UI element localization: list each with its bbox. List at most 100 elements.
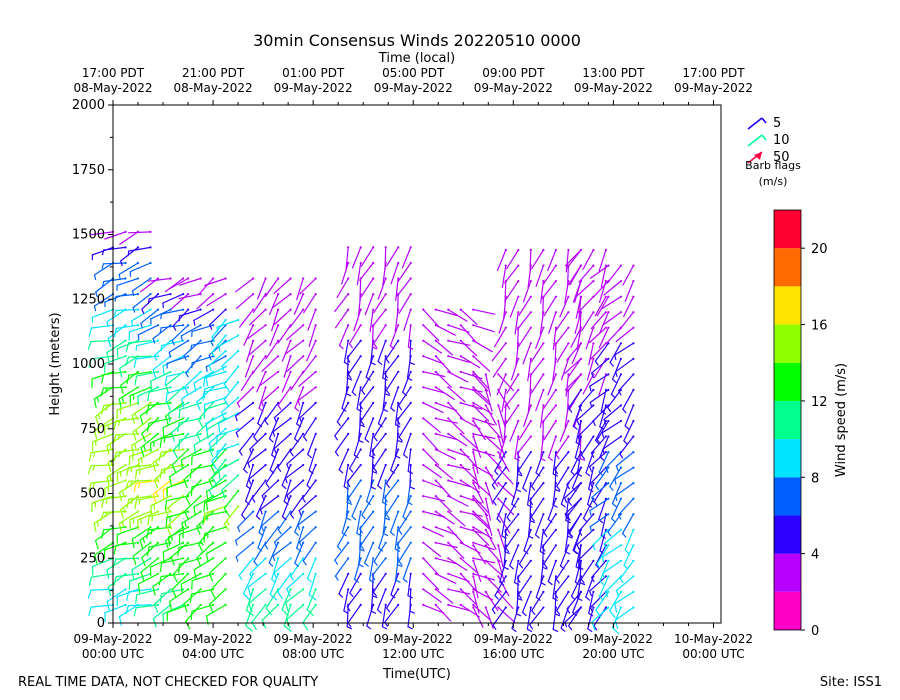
- wind-barb-2-3-910: [202, 386, 227, 401]
- wind-barb-6-2-1210: [447, 308, 468, 322]
- wind-barb-0-3-250: [131, 557, 152, 579]
- wind-barb-8-4-780: [543, 419, 558, 441]
- wind-barb-5-3-610: [377, 463, 387, 490]
- wind-barb-6-3-730: [459, 432, 478, 450]
- top-tick-label-time: 09:00 PDT: [482, 66, 545, 80]
- wind-barb-2-0-250: [172, 557, 190, 583]
- wind-barb-6-2-70: [447, 603, 471, 612]
- wind-barb-4-5-310: [302, 541, 317, 566]
- wind-barb-10-0-1080: [594, 342, 610, 366]
- wind-barb-2-3-190: [210, 572, 227, 599]
- wind-barb-4-0-1030: [244, 355, 255, 378]
- wind-barb-3-1-810: [218, 412, 240, 433]
- wind-barb-4-0-250: [238, 557, 255, 581]
- wind-barb-5-2-790: [364, 417, 375, 443]
- wind-barb-2-3-130: [208, 588, 227, 613]
- wind-barb-0-3-730: [131, 432, 152, 455]
- wind-barb-9-1-1440: [582, 248, 595, 270]
- wind-barb-9-2-180: [588, 575, 608, 597]
- wind-barb-8-3-1080: [530, 342, 545, 363]
- wind-barb-10-1-840: [603, 404, 623, 425]
- wind-barb-8-4-1320: [541, 280, 558, 300]
- wind-barb-0-2-550: [118, 479, 140, 502]
- wind-barb-8-5-600: [556, 466, 570, 491]
- wind-barb-6-2-790: [447, 417, 465, 435]
- wind-barb-0-1-610: [106, 463, 127, 486]
- wind-barb-1-0-1270: [141, 293, 160, 315]
- wind-barb-4-4-1030: [286, 355, 305, 372]
- wind-barb-9-0-1020: [563, 357, 583, 375]
- wind-barb-9-1-1200: [581, 311, 595, 332]
- wind-barb-5-5-670: [407, 448, 414, 474]
- wind-barb-6-1-430: [434, 510, 455, 525]
- wind-barb-5-1-910: [356, 386, 362, 412]
- y-tick-label: 2000: [72, 98, 105, 113]
- wind-barb-3-0-450: [203, 505, 227, 523]
- wind-barb-5-1-1210: [353, 308, 362, 332]
- wind-barb-4-4-430: [294, 510, 305, 536]
- wind-barb-8-2-240: [516, 559, 532, 583]
- wind-barb-0-3-1210: [131, 308, 152, 327]
- wind-barb-2-0-1270: [171, 293, 190, 310]
- wind-barb-10-1-1320: [603, 280, 623, 296]
- wind-barb-9-1-1080: [588, 342, 595, 366]
- wind-barb-9-2-300: [595, 544, 608, 569]
- wind-barb-2-0-1330: [168, 277, 190, 290]
- wind-barb-10-0-720: [599, 435, 610, 461]
- wind-barb-4-0-1270: [235, 293, 255, 309]
- wind-barb-3-0-810: [205, 412, 227, 433]
- wind-barb-2-2-370: [197, 526, 215, 552]
- wind-barb-4-0-1330: [235, 277, 255, 293]
- wind-barb-5-2-550: [365, 479, 375, 505]
- wind-barb-10-0-960: [589, 373, 610, 392]
- wind-barb-9-0-1140: [570, 326, 583, 348]
- wind-barb-6-3-370: [459, 526, 483, 534]
- x-tick-label-time: 00:00 UTC: [682, 647, 744, 661]
- wind-barb-6-4-790: [472, 417, 495, 426]
- wind-barb-5-1-550: [347, 479, 362, 504]
- wind-barb-7-1-780: [484, 419, 501, 439]
- wind-barb-2-0-670: [171, 448, 190, 474]
- wind-barb-4-5-910: [297, 386, 317, 406]
- wind-barb-6-3-850: [459, 401, 483, 410]
- wind-barb-4-1-430: [258, 510, 267, 537]
- wind-barb-5-3-670: [373, 448, 387, 473]
- wind-barb-5-4-910: [390, 386, 400, 412]
- wind-barb-6-0-550: [422, 479, 445, 490]
- wind-barb-0-3-1030: [125, 355, 152, 366]
- wind-barb-5-4-1330: [395, 277, 400, 301]
- wind-barb-8-0-960: [496, 373, 507, 396]
- wind-barb-8-1-240: [513, 559, 520, 586]
- wind-barb-5-5-610: [409, 463, 415, 490]
- wind-barb-5-0-1210: [335, 308, 350, 329]
- wind-barb-0-1-70: [104, 603, 127, 623]
- wind-barb-0-3-970: [126, 370, 152, 385]
- wind-barb-5-3-1150: [373, 324, 387, 348]
- wind-barb-8-2-360: [523, 528, 532, 555]
- wind-barb-10-2-420: [621, 513, 635, 538]
- wind-barb-8-4-1200: [548, 311, 558, 334]
- wind-barb-6-0-910: [422, 386, 446, 394]
- y-tick-label: 500: [80, 487, 105, 502]
- wind-barb-10-2-1320: [624, 280, 635, 303]
- wind-barb-10-2-720: [619, 435, 635, 459]
- wind-barb-8-3-600: [530, 466, 545, 491]
- wind-barb-1-0-430: [137, 510, 160, 530]
- wind-barb-9-2-480: [598, 497, 608, 524]
- colorbar-tick-label: 12: [811, 395, 828, 410]
- wind-barb-3-1-1050: [221, 350, 240, 371]
- wind-barb-8-0-420: [501, 513, 507, 539]
- wind-barb-10-1-60: [611, 606, 623, 635]
- wind-barb-4-2-610: [265, 463, 280, 488]
- wind-barb-7-1-300: [484, 544, 501, 563]
- wind-barb-2-3-370: [203, 526, 227, 543]
- wind-barb-2-2-1270: [196, 293, 215, 310]
- wind-barb-2-2-1210: [193, 308, 215, 326]
- wind-barb-9-2-1440: [598, 248, 608, 272]
- wind-barb-10-2-1260: [623, 295, 635, 317]
- legend-title: Barb flags: [745, 159, 801, 172]
- wind-barb-4-3-1090: [281, 339, 292, 362]
- wind-barb-6-1-370: [434, 526, 457, 536]
- wind-barb-9-2-1380: [600, 264, 608, 288]
